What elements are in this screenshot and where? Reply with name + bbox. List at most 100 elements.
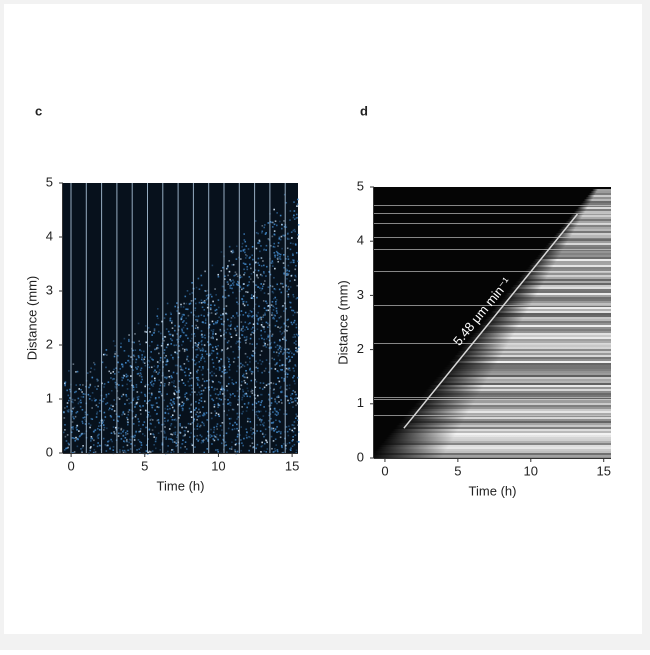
speckle (289, 448, 292, 451)
speckle (237, 403, 239, 406)
speckle (185, 322, 188, 325)
speckle (268, 383, 271, 385)
speckle (252, 428, 255, 430)
speckle (126, 399, 128, 401)
speckle (84, 413, 87, 416)
speckle (270, 427, 273, 430)
speckle (191, 358, 194, 361)
speckle (151, 334, 153, 336)
speckle (278, 380, 281, 383)
speckle (195, 400, 197, 403)
speckle (84, 411, 87, 414)
speckle (262, 260, 264, 262)
speckle (227, 324, 230, 327)
speckle (234, 395, 236, 397)
intensity-row (545, 245, 611, 247)
speckle (153, 434, 155, 436)
speckle (236, 301, 238, 304)
speckle (151, 375, 154, 377)
speckle (158, 369, 161, 371)
speckle (200, 284, 203, 287)
speckle (96, 435, 99, 438)
speckle (277, 413, 280, 416)
speckle (227, 265, 229, 267)
intensity-row (544, 247, 611, 249)
speckle (221, 285, 224, 288)
speckle (182, 404, 184, 407)
speckle (234, 271, 237, 274)
speckle (266, 302, 268, 304)
speckle (167, 330, 170, 333)
speckle (197, 415, 200, 417)
speckle (153, 443, 155, 446)
speckle (297, 346, 300, 349)
speckle (105, 450, 108, 452)
speckle (273, 251, 276, 254)
speckle (280, 431, 282, 433)
speckle (81, 420, 84, 423)
speckle (141, 354, 143, 356)
speckle (260, 289, 262, 292)
speckle (272, 292, 275, 294)
speckle (96, 411, 99, 413)
intensity-row (436, 377, 611, 379)
speckle (117, 396, 119, 399)
speckle (172, 401, 175, 403)
speckle (296, 203, 299, 205)
speckle (123, 337, 126, 340)
speckle (164, 426, 166, 428)
speckle (240, 288, 243, 291)
speckle (233, 316, 236, 319)
speckle (197, 440, 200, 442)
speckle (229, 394, 232, 396)
speckle (281, 282, 284, 285)
speckle (226, 328, 229, 331)
speckle (180, 367, 183, 369)
speckle (180, 344, 183, 346)
speckle (292, 401, 295, 403)
intensity-row (547, 243, 611, 245)
speckle (166, 405, 169, 408)
speckle (166, 376, 168, 378)
speckle (91, 407, 93, 409)
speckle (221, 370, 224, 373)
intensity-row (568, 217, 611, 219)
speckle (154, 447, 157, 450)
speckle (249, 445, 252, 447)
intensity-row (573, 211, 611, 213)
speckle (201, 355, 204, 358)
speckle (249, 357, 251, 360)
speckle (204, 290, 207, 292)
speckle (132, 389, 135, 392)
speckle (189, 423, 192, 425)
intensity-row (512, 285, 611, 287)
speckle (275, 363, 278, 365)
intensity-row (372, 453, 611, 455)
speckle (230, 417, 232, 420)
speckle (289, 219, 291, 221)
speckle (166, 358, 169, 361)
speckle (139, 369, 142, 371)
speckle (183, 302, 185, 305)
speckle (199, 393, 201, 396)
speckle (141, 378, 144, 381)
speckle (249, 420, 252, 423)
speckle (296, 205, 298, 207)
speckle (215, 425, 218, 428)
speckle (260, 245, 262, 247)
speckle (226, 451, 228, 454)
speckle (187, 380, 190, 383)
intensity-row (407, 411, 611, 413)
speckle (201, 373, 204, 376)
speckle (198, 386, 201, 389)
speckle (232, 263, 235, 266)
speckle (153, 377, 156, 380)
speckle (156, 419, 159, 422)
speckle (144, 356, 146, 358)
speckle (220, 358, 223, 361)
intensity-row (474, 331, 611, 333)
speckle (290, 447, 292, 449)
speckle (283, 310, 285, 312)
speckle (217, 406, 219, 409)
speckle (260, 419, 263, 421)
